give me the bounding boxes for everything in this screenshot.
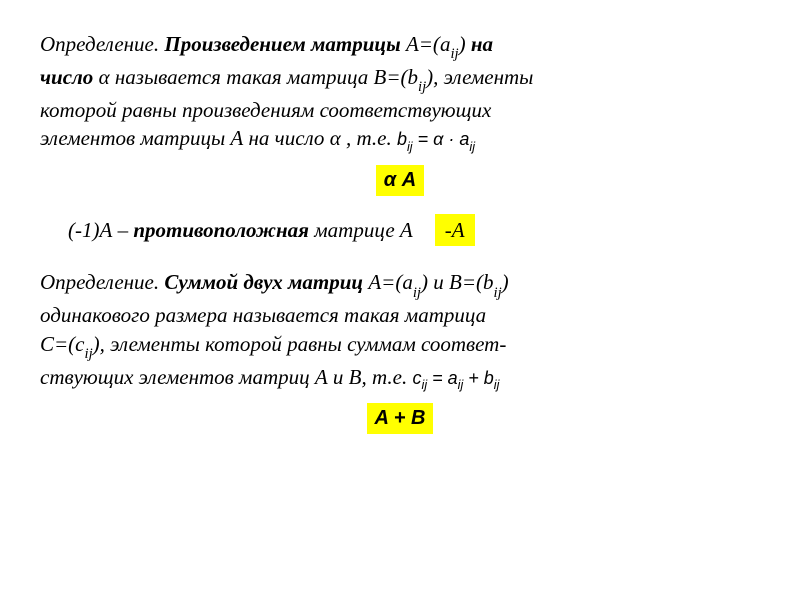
opp-word: противоположная — [133, 218, 309, 242]
def2-aexpr: А=( — [368, 270, 402, 294]
highlight-alpha-a: α A — [376, 165, 424, 196]
def1-term: Произведением матрицы — [164, 32, 400, 56]
def1-aexpr-prefix: А=( — [406, 32, 440, 56]
def2-line3b: ), элементы которой равны суммам соответ… — [93, 332, 507, 356]
f2-asub: ij — [458, 378, 464, 392]
f2-c: c — [413, 368, 422, 388]
def2-bsub: ij — [494, 285, 502, 301]
highlight-neg-a: -А — [435, 214, 475, 246]
def1-alpha: α — [99, 65, 110, 89]
f2-a: a — [448, 368, 458, 388]
def1-line4sep: , т.е. — [346, 126, 392, 150]
f1-a: a — [459, 129, 469, 149]
definition-2: Определение. Суммой двух матриц А=(аij) … — [40, 268, 760, 393]
def2-cletter: с — [75, 332, 84, 356]
def2-term: Суммой двух матриц — [164, 270, 363, 294]
highlight-aplusb: A + B — [367, 403, 434, 434]
def2-csub: ij — [85, 346, 93, 362]
def2-aletter: а — [402, 270, 413, 294]
f1-asub: ij — [469, 140, 475, 154]
f1-dot: · — [443, 129, 459, 149]
def2-bletter: b — [483, 270, 494, 294]
highlight-alpha-a-row: α A — [40, 165, 760, 196]
def1-line2a: число — [40, 65, 93, 89]
def2-line4a: ствующих элементов матриц А и В, т.е. — [40, 365, 407, 389]
f1-bsub: ij — [407, 140, 413, 154]
def1-aexpr-suffix: ) — [459, 32, 466, 56]
def2-line3a: С=( — [40, 332, 75, 356]
def2-bclose: ) — [502, 270, 509, 294]
def2-and: и — [433, 270, 444, 294]
def1-alpha2: α — [330, 126, 341, 150]
def2-aclose: ) — [421, 270, 428, 294]
h1-alpha: α — [384, 169, 396, 191]
opp-suffix: матрице А — [309, 218, 413, 242]
opp-dash: – — [112, 218, 133, 242]
def2-line2: одинакового размера называется такая мат… — [40, 303, 486, 327]
def1-line3: которой равны произведениям соответствую… — [40, 98, 491, 122]
opposite-text: (-1)А – противоположная матрице А — [68, 216, 413, 244]
def2-label: Определение. — [40, 270, 159, 294]
opp-prefix: (-1)А — [68, 218, 112, 242]
def1-bletter: b — [408, 65, 419, 89]
def2-formula: cij = aij + bij — [413, 368, 500, 388]
f2-csub: ij — [422, 378, 428, 392]
def1-label: Определение. — [40, 32, 159, 56]
highlight-aplusb-row: A + B — [40, 403, 760, 434]
def1-aexpr-a: а — [440, 32, 451, 56]
def2-asub: ij — [413, 285, 421, 301]
def1-line2c: ), элементы — [426, 65, 533, 89]
f2-bsub: ij — [494, 378, 500, 392]
def2-bexpr: В=( — [449, 270, 483, 294]
def1-aexpr-sub: ij — [450, 46, 458, 62]
def1-on: на — [471, 32, 493, 56]
f2-eq: = — [427, 368, 448, 388]
def1-line4a: элементов матрицы А на число — [40, 126, 324, 150]
def1-line2b: называется такая матрица В=( — [115, 65, 408, 89]
def1-bsub: ij — [418, 79, 426, 95]
f2-b: b — [484, 368, 494, 388]
definition-1: Определение. Произведением матрицы А=(аi… — [40, 30, 760, 155]
opposite-line: (-1)А – противоположная матрице А -А — [40, 214, 760, 246]
def1-formula: bij = α · aij — [397, 129, 475, 149]
f2-plus: + — [463, 368, 484, 388]
f1-alpha: α — [433, 129, 443, 149]
f1-eq: = — [413, 129, 434, 149]
h1-a: A — [396, 169, 416, 191]
f1-b: b — [397, 129, 407, 149]
